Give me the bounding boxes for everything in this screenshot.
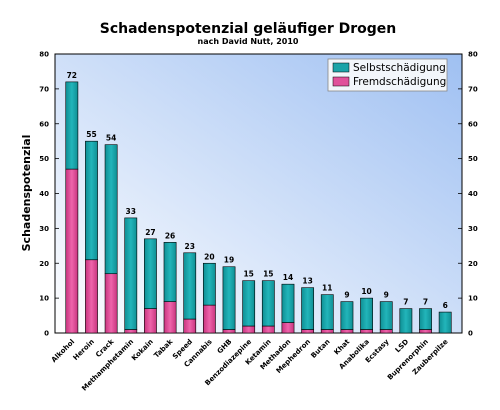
bar-selbstschaedigung bbox=[85, 140, 98, 261]
y-tick-label-right: 60 bbox=[468, 120, 478, 128]
bar-fremdschaedigung bbox=[301, 329, 315, 334]
bar-fremdschaedigung bbox=[202, 304, 216, 334]
bar-total-label: 13 bbox=[302, 277, 312, 286]
y-axis-ticks: 0 0 10 10 20 20 30 30 40 40 50 50 60 60 70 70 80 80 bbox=[39, 51, 478, 338]
bar-fremdschaedigung bbox=[320, 329, 334, 334]
y-tick-label-left: 10 bbox=[39, 295, 49, 303]
x-category-label: Zauberpilze bbox=[411, 338, 450, 377]
bar-fremdschaedigung bbox=[222, 329, 236, 334]
bar-fremdschaedigung bbox=[124, 329, 138, 334]
y-tick-label-right: 50 bbox=[468, 155, 478, 163]
y-tick-label-right: 40 bbox=[468, 190, 478, 198]
bar-total-label: 54 bbox=[106, 134, 116, 143]
y-tick-label-right: 0 bbox=[468, 330, 473, 338]
bar-selbstschaedigung bbox=[320, 294, 334, 330]
bar-total-label: 72 bbox=[67, 71, 77, 80]
bar-fremdschaedigung bbox=[183, 318, 197, 334]
bar-fremdschaedigung bbox=[242, 325, 256, 334]
bar-selbstschaedigung bbox=[301, 287, 315, 330]
bar-selbstschaedigung bbox=[281, 283, 295, 323]
bar-total-label: 27 bbox=[145, 228, 155, 237]
bar-total-label: 19 bbox=[224, 256, 234, 265]
bar-fremdschaedigung bbox=[85, 259, 98, 334]
y-tick-label-left: 60 bbox=[39, 120, 49, 128]
legend-label-fremdschaedigung: Fremdschädigung bbox=[353, 76, 446, 88]
bars-group bbox=[65, 81, 452, 334]
legend-swatch-fremdschaedigung bbox=[332, 76, 350, 87]
y-tick-label-left: 30 bbox=[39, 225, 49, 233]
bar-total-label: 10 bbox=[361, 287, 371, 296]
bar-selbstschaedigung bbox=[242, 280, 256, 327]
bar-total-label: 9 bbox=[344, 291, 349, 300]
bar-fremdschaedigung bbox=[261, 325, 275, 334]
bar-selbstschaedigung bbox=[65, 81, 79, 170]
bar-total-label: 6 bbox=[443, 301, 448, 310]
y-tick-label-right: 30 bbox=[468, 225, 478, 233]
bar-total-label: 20 bbox=[204, 252, 214, 261]
bar-fremdschaedigung bbox=[360, 329, 373, 334]
bar-fremdschaedigung bbox=[281, 322, 295, 334]
y-tick-label-right: 20 bbox=[468, 260, 478, 268]
legend-label-selbstschaedigung: Selbstschädigung bbox=[353, 62, 446, 74]
bar-total-label: 9 bbox=[384, 291, 389, 300]
bar-selbstschaedigung bbox=[163, 242, 177, 302]
chart-subtitle: nach David Nutt, 2010 bbox=[198, 37, 299, 46]
x-category-label: GHB bbox=[216, 338, 234, 356]
bar-fremdschaedigung bbox=[144, 308, 157, 334]
y-tick-label-left: 50 bbox=[39, 155, 49, 163]
bar-selbstschaedigung bbox=[438, 311, 452, 334]
x-category-label: Butan bbox=[310, 338, 332, 360]
y-tick-label-left: 20 bbox=[39, 260, 49, 268]
y-tick-label-right: 70 bbox=[468, 85, 478, 93]
bar-total-label: 26 bbox=[165, 231, 175, 240]
y-tick-label-left: 80 bbox=[39, 51, 49, 59]
bar-selbstschaedigung bbox=[144, 238, 157, 309]
y-tick-label-left: 40 bbox=[39, 190, 49, 198]
chart-title: Schadenspotenzial geläufiger Drogen bbox=[100, 21, 397, 37]
bar-selbstschaedigung bbox=[340, 301, 354, 330]
bar-fremdschaedigung bbox=[379, 329, 393, 334]
y-tick-label-left: 0 bbox=[44, 330, 49, 338]
bar-fremdschaedigung bbox=[340, 329, 354, 334]
bar-selbstschaedigung bbox=[419, 308, 432, 330]
x-category-label: Alkohol bbox=[50, 338, 76, 364]
bar-fremdschaedigung bbox=[104, 273, 118, 334]
bar-selbstschaedigung bbox=[261, 280, 275, 327]
legend: Selbstschädigung Fremdschädigung bbox=[327, 58, 448, 92]
y-axis-label: Schadenspotenzial bbox=[20, 135, 33, 252]
bar-total-label: 11 bbox=[322, 284, 332, 293]
x-category-label: LSD bbox=[394, 338, 411, 355]
bar-total-label: 55 bbox=[86, 130, 96, 139]
bar-fremdschaedigung bbox=[65, 168, 79, 334]
bar-total-label: 7 bbox=[403, 298, 408, 307]
bar-fremdschaedigung bbox=[163, 301, 177, 334]
bar-total-label: 23 bbox=[185, 242, 195, 251]
bar-selbstschaedigung bbox=[104, 144, 118, 275]
bar-selbstschaedigung bbox=[399, 308, 413, 334]
y-tick-label-right: 80 bbox=[468, 51, 478, 59]
y-tick-label-right: 10 bbox=[468, 295, 478, 303]
bar-selbstschaedigung bbox=[222, 266, 236, 330]
bar-selbstschaedigung bbox=[360, 297, 373, 330]
bar-selbstschaedigung bbox=[183, 252, 197, 320]
bar-fremdschaedigung bbox=[419, 329, 432, 334]
bar-selbstschaedigung bbox=[124, 217, 138, 330]
bar-total-label: 15 bbox=[263, 270, 273, 279]
x-category-label: Kokain bbox=[130, 338, 155, 363]
bar-total-label: 7 bbox=[423, 298, 428, 307]
bar-total-label: 15 bbox=[243, 270, 253, 279]
plot-area bbox=[54, 53, 463, 334]
bar-total-label: 33 bbox=[126, 207, 136, 216]
y-tick-label-left: 70 bbox=[39, 85, 49, 93]
bar-selbstschaedigung bbox=[202, 262, 216, 306]
bar-selbstschaedigung bbox=[379, 301, 393, 330]
x-category-label: Heroin bbox=[72, 338, 96, 362]
legend-swatch-selbstschaedigung bbox=[332, 62, 350, 73]
bar-total-label: 14 bbox=[283, 273, 293, 282]
